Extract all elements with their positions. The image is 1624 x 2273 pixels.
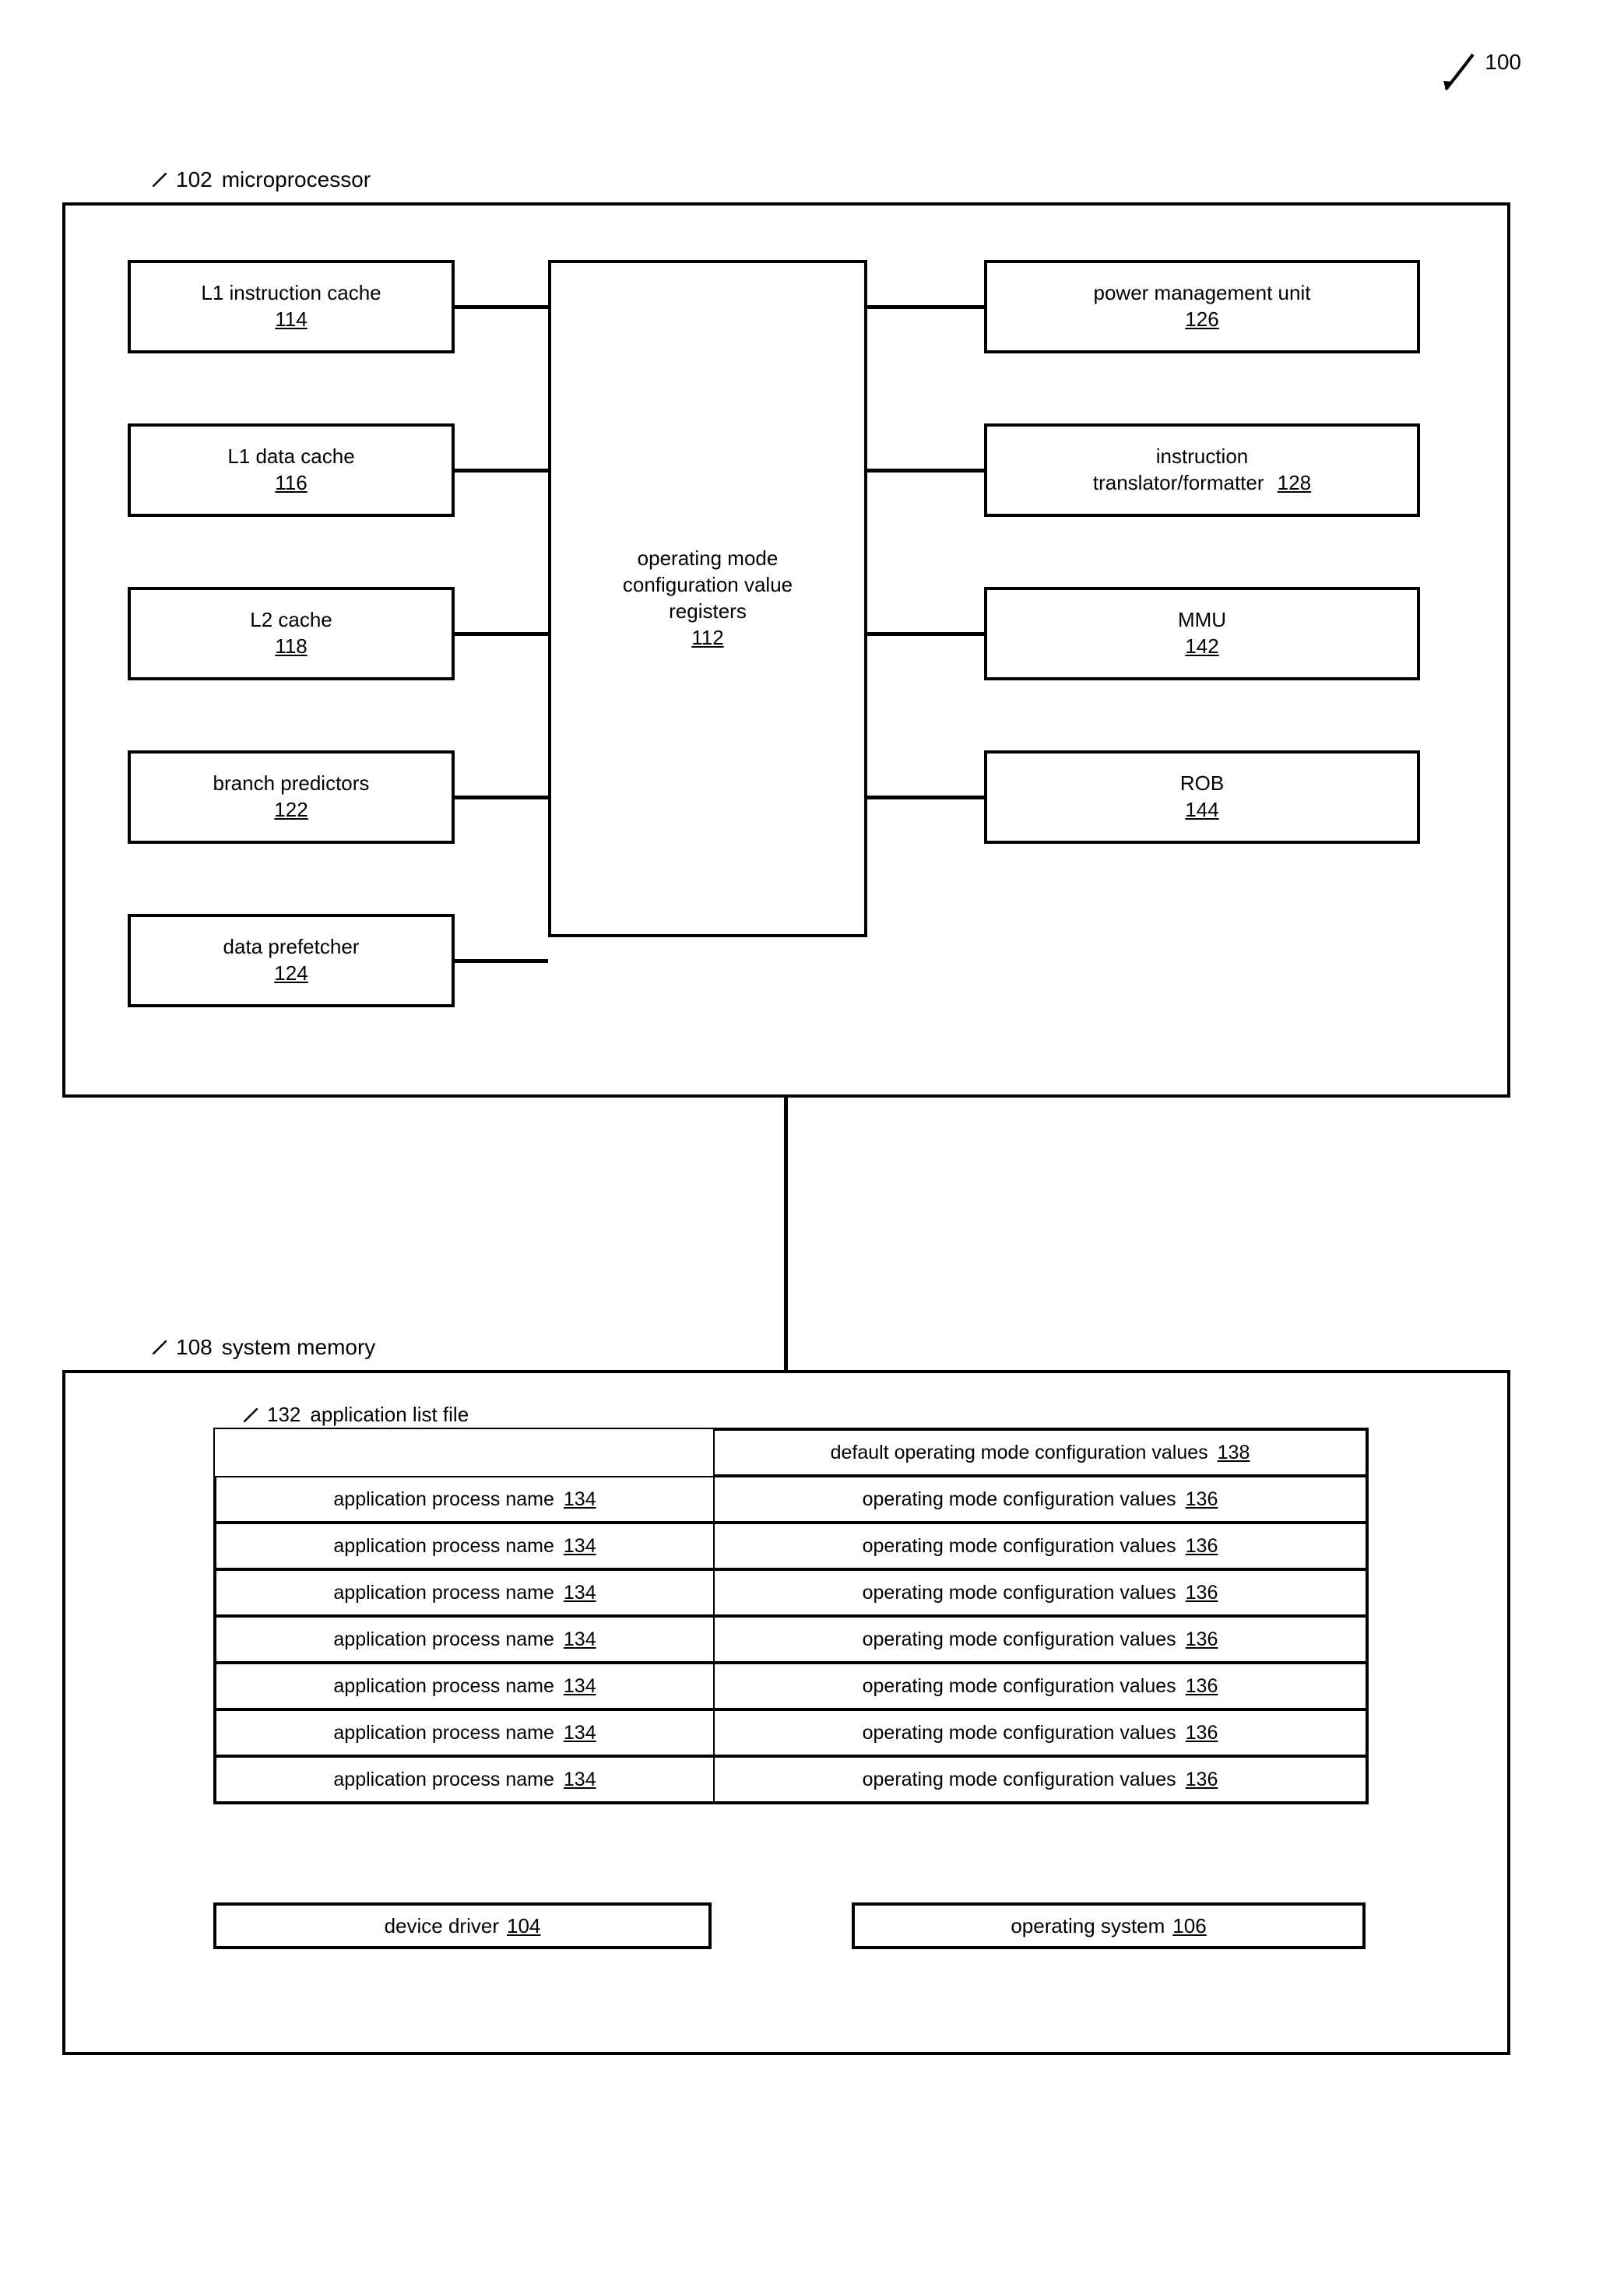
right-block-ref: 144 xyxy=(1185,797,1218,824)
left-block-ref: 118 xyxy=(275,634,307,660)
memory-label: 108 system memory xyxy=(148,1335,375,1360)
microprocessor-ref: 102 xyxy=(176,167,213,192)
mp-to-mem-connector xyxy=(784,1098,788,1370)
connector-right-128 xyxy=(867,469,984,473)
table-cell-config-values: operating mode configuration values136 xyxy=(713,1476,1367,1523)
table-cell-process-name: application process name134 xyxy=(215,1616,713,1663)
table-header-empty xyxy=(215,1429,713,1476)
table-row: application process name134operating mod… xyxy=(215,1756,1367,1803)
table-cell-config-values: operating mode configuration values136 xyxy=(713,1709,1367,1756)
table-cell-config-values: operating mode configuration values136 xyxy=(713,1756,1367,1803)
left-block-ref: 116 xyxy=(275,470,307,497)
center-line1: operating mode xyxy=(638,546,779,572)
right-block-label: ROB xyxy=(1180,771,1224,797)
center-registers-block: operating mode configuration value regis… xyxy=(548,260,867,937)
right-block-144: ROB144 xyxy=(984,750,1420,844)
device-driver-block: device driver 104 xyxy=(213,1902,712,1949)
table-cell-process-name: application process name134 xyxy=(215,1663,713,1709)
microprocessor-text: microprocessor xyxy=(222,167,371,192)
table-row: application process name134operating mod… xyxy=(215,1476,1367,1523)
left-block-116: L1 data cache116 xyxy=(128,423,455,517)
driver-label: device driver xyxy=(385,1914,499,1938)
left-block-118: L2 cache118 xyxy=(128,587,455,680)
center-line2: configuration value xyxy=(623,572,793,599)
application-list-table: default operating mode configuration val… xyxy=(213,1428,1369,1804)
left-block-122: branch predictors122 xyxy=(128,750,455,844)
left-block-label: L1 instruction cache xyxy=(201,280,381,307)
right-block-label: power management unit xyxy=(1094,280,1311,307)
right-block-ref: 126 xyxy=(1185,307,1218,333)
center-ref: 112 xyxy=(691,625,723,652)
left-block-ref: 122 xyxy=(274,797,308,824)
arrow-icon xyxy=(1430,47,1485,93)
table-row: application process name134operating mod… xyxy=(215,1523,1367,1569)
left-block-label: branch predictors xyxy=(213,771,370,797)
file-text: application list file xyxy=(310,1403,469,1427)
figure-ref-marker: 100 xyxy=(1430,47,1526,93)
table-row: application process name134operating mod… xyxy=(215,1663,1367,1709)
left-block-label: L2 cache xyxy=(250,607,332,634)
table-header-default: default operating mode configuration val… xyxy=(713,1429,1367,1476)
right-block-ref: 142 xyxy=(1185,634,1218,660)
connector-right-142 xyxy=(867,632,984,636)
memory-text: system memory xyxy=(222,1335,376,1360)
table-row: application process name134operating mod… xyxy=(215,1616,1367,1663)
center-line3: registers xyxy=(669,599,747,625)
connector-left-124 xyxy=(455,959,548,963)
left-block-ref: 124 xyxy=(274,961,308,987)
os-label: operating system xyxy=(1011,1914,1165,1938)
right-block-126: power management unit126 xyxy=(984,260,1420,353)
connector-left-116 xyxy=(455,469,548,473)
operating-system-block: operating system 106 xyxy=(852,1902,1366,1949)
table-cell-process-name: application process name134 xyxy=(215,1523,713,1569)
right-block-128: instructiontranslator/formatter 128 xyxy=(984,423,1420,517)
table-cell-config-values: operating mode configuration values136 xyxy=(713,1523,1367,1569)
microprocessor-label: 102 microprocessor xyxy=(148,167,371,192)
table-cell-process-name: application process name134 xyxy=(215,1756,713,1803)
right-block-142: MMU142 xyxy=(984,587,1420,680)
right-block-label: MMU xyxy=(1178,607,1226,634)
tick-icon xyxy=(244,1408,258,1422)
figure-ref-number: 100 xyxy=(1485,47,1521,75)
driver-ref: 104 xyxy=(507,1914,540,1938)
file-label: 132 application list file xyxy=(239,1403,469,1427)
tick-icon xyxy=(153,173,167,187)
table-cell-config-values: operating mode configuration values136 xyxy=(713,1616,1367,1663)
left-block-ref: 114 xyxy=(275,307,307,333)
table-row: application process name134operating mod… xyxy=(215,1709,1367,1756)
left-block-124: data prefetcher124 xyxy=(128,914,455,1007)
connector-left-114 xyxy=(455,305,548,309)
left-block-114: L1 instruction cache114 xyxy=(128,260,455,353)
connector-right-144 xyxy=(867,796,984,799)
left-block-label: data prefetcher xyxy=(223,934,360,961)
right-block-label: instruction xyxy=(1156,444,1249,470)
table-row: application process name134operating mod… xyxy=(215,1569,1367,1616)
connector-left-122 xyxy=(455,796,548,799)
table-cell-config-values: operating mode configuration values136 xyxy=(713,1663,1367,1709)
memory-container: 132 application list file default operat… xyxy=(62,1370,1510,2055)
table-cell-process-name: application process name134 xyxy=(215,1476,713,1523)
right-block-label2: translator/formatter 128 xyxy=(1093,470,1311,497)
left-block-label: L1 data cache xyxy=(227,444,354,470)
table-cell-process-name: application process name134 xyxy=(215,1709,713,1756)
table-cell-process-name: application process name134 xyxy=(215,1569,713,1616)
memory-ref: 108 xyxy=(176,1335,213,1360)
microprocessor-container: operating mode configuration value regis… xyxy=(62,202,1510,1098)
table-cell-config-values: operating mode configuration values136 xyxy=(713,1569,1367,1616)
file-ref: 132 xyxy=(267,1403,301,1427)
os-ref: 106 xyxy=(1172,1914,1206,1938)
tick-icon xyxy=(153,1340,167,1354)
connector-right-126 xyxy=(867,305,984,309)
connector-left-118 xyxy=(455,632,548,636)
